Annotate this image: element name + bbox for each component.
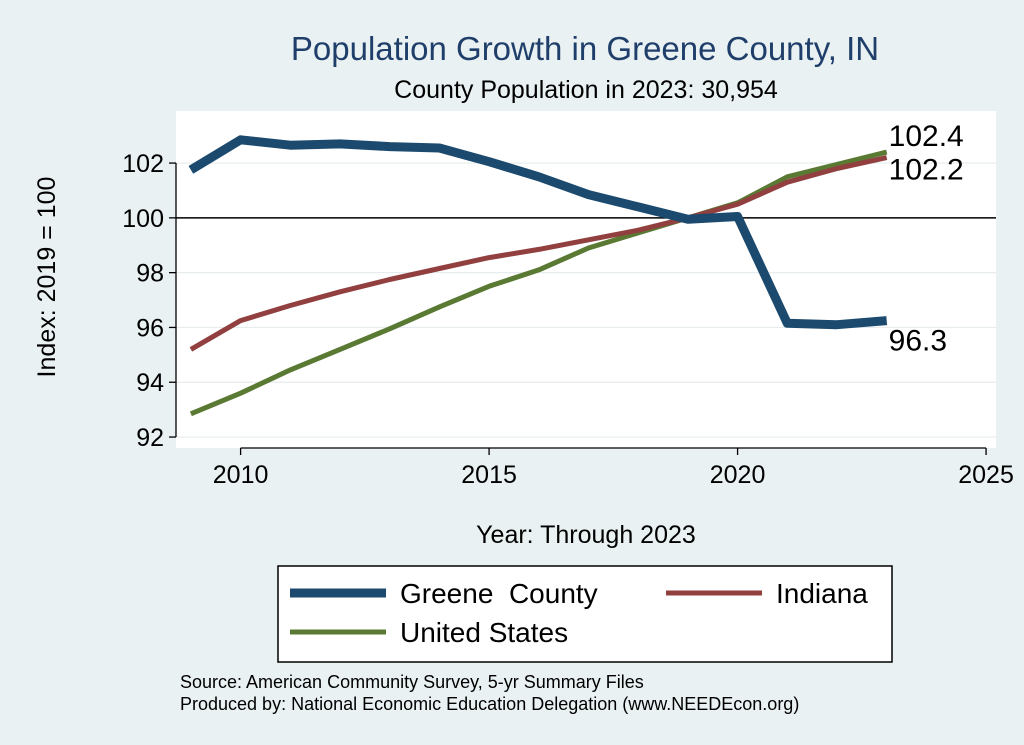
- x-tick-label: 2010: [213, 461, 269, 489]
- y-tick-label: 96: [136, 314, 164, 342]
- series-line-united-states: [189, 149, 888, 417]
- legend: Greene County Indiana United States: [290, 578, 868, 648]
- legend-box: [277, 565, 893, 663]
- chart-subtitle: County Population in 2023: 30,954: [394, 76, 778, 104]
- source-line: Source: American Community Survey, 5-yr …: [180, 672, 644, 692]
- series-line-indiana: [189, 155, 888, 352]
- x-axis-ticks: 2010 2015 2020 2025: [213, 448, 1014, 489]
- series-lines: [188, 135, 888, 417]
- end-label-greene-county: 96.3: [889, 325, 947, 358]
- end-label-indiana: 102.2: [889, 154, 964, 187]
- legend-label: United States: [400, 617, 568, 648]
- y-axis-ticks: 92 94 96 98 100 102: [122, 150, 176, 452]
- axes: [175, 163, 987, 449]
- produced-by-line: Produced by: National Economic Education…: [180, 694, 799, 714]
- legend-label: Greene County: [400, 578, 598, 609]
- plot-area: [176, 111, 996, 448]
- y-tick-label: 94: [136, 369, 164, 397]
- x-axis-label: Year: Through 2023: [476, 521, 696, 549]
- y-axis-label: Index: 2019 = 100: [33, 177, 61, 378]
- series-line-greene-county: [188, 135, 888, 330]
- x-tick-label: 2015: [461, 461, 517, 489]
- y-tick-label: 102: [122, 150, 164, 178]
- chart-title: Population Growth in Greene County, IN: [291, 30, 879, 67]
- end-label-united-states: 102.4: [889, 120, 964, 153]
- y-tick-label: 92: [136, 424, 164, 452]
- legend-label: Indiana: [776, 578, 868, 609]
- x-tick-label: 2025: [958, 461, 1014, 489]
- gridlines: [176, 162, 996, 438]
- y-tick-label: 100: [122, 205, 164, 233]
- x-tick-label: 2020: [710, 461, 766, 489]
- y-tick-label: 98: [136, 260, 164, 288]
